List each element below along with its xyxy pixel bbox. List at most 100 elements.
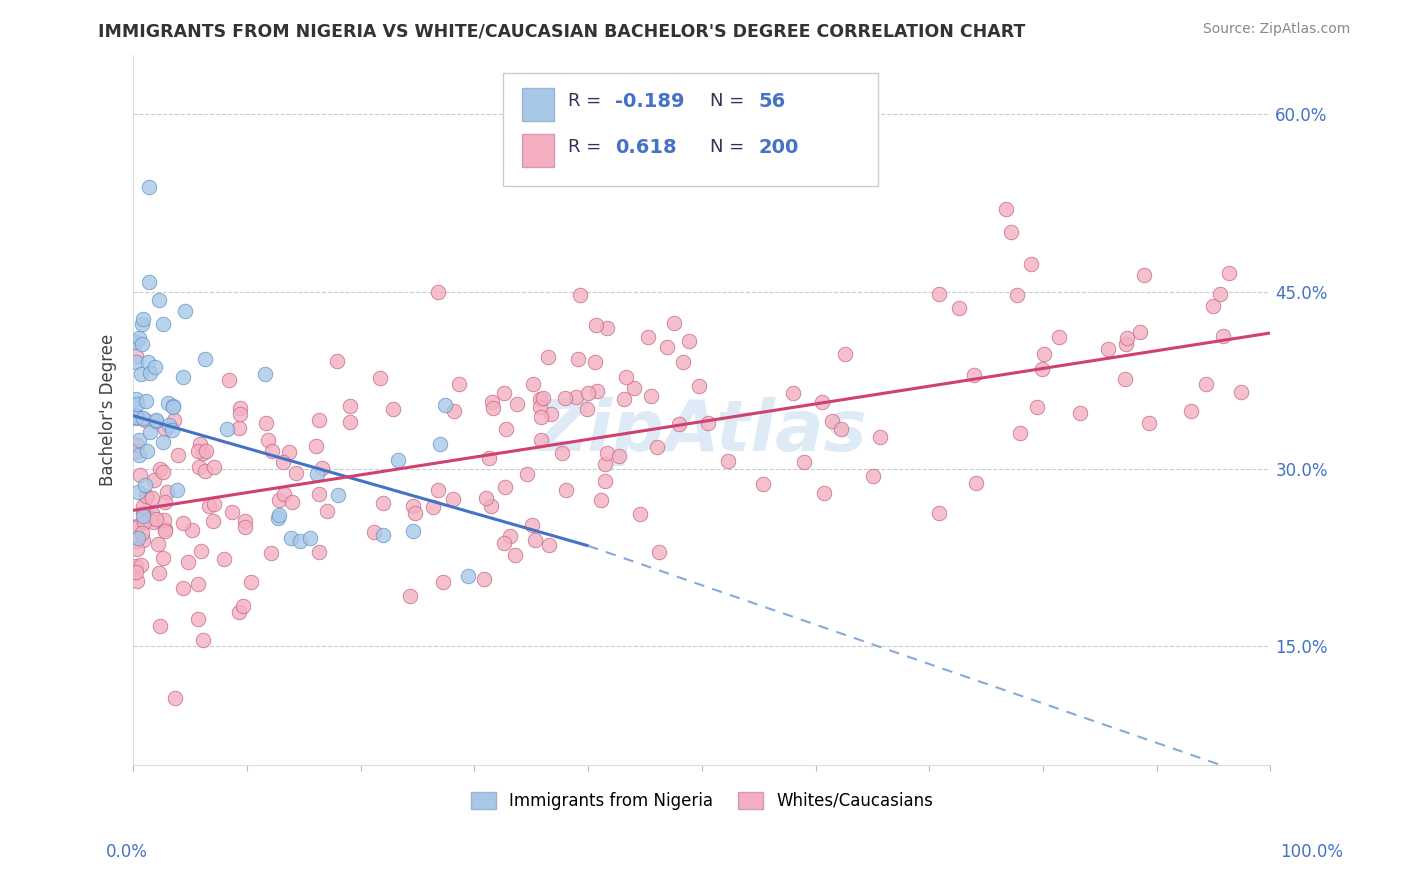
Point bbox=[128, 449, 150, 463]
Point bbox=[426, 483, 449, 497]
Point bbox=[145, 512, 167, 526]
Point bbox=[228, 420, 250, 434]
Point bbox=[138, 275, 160, 289]
Point bbox=[862, 469, 884, 483]
Point bbox=[273, 487, 295, 501]
Point bbox=[593, 458, 616, 472]
Point bbox=[1212, 329, 1234, 343]
Point bbox=[221, 505, 243, 519]
Point bbox=[612, 392, 634, 407]
Text: R =: R = bbox=[568, 92, 606, 111]
Point bbox=[191, 446, 214, 460]
Point bbox=[1195, 377, 1218, 392]
Point bbox=[228, 401, 250, 416]
Point bbox=[202, 459, 225, 474]
Point bbox=[596, 446, 619, 460]
Point bbox=[522, 376, 544, 391]
Point bbox=[363, 525, 385, 540]
Point bbox=[187, 612, 209, 626]
Point bbox=[1031, 362, 1053, 376]
Point bbox=[233, 520, 256, 534]
Point bbox=[782, 386, 804, 401]
Point bbox=[214, 551, 236, 566]
Point bbox=[124, 349, 146, 363]
Point bbox=[308, 486, 330, 500]
Point bbox=[678, 334, 700, 348]
Point bbox=[124, 559, 146, 574]
Point bbox=[948, 301, 970, 316]
Point bbox=[172, 581, 194, 595]
Point bbox=[125, 397, 148, 411]
Point bbox=[253, 368, 276, 382]
Point bbox=[311, 461, 333, 475]
Point bbox=[382, 401, 405, 416]
Point bbox=[568, 288, 591, 302]
Point bbox=[194, 443, 217, 458]
Point bbox=[645, 440, 668, 454]
Text: 0.618: 0.618 bbox=[616, 138, 678, 157]
Point bbox=[132, 508, 155, 523]
Point bbox=[305, 438, 328, 452]
Point bbox=[368, 371, 391, 385]
Point bbox=[576, 401, 599, 416]
Point bbox=[810, 395, 832, 409]
Point bbox=[124, 410, 146, 425]
Point bbox=[589, 492, 612, 507]
Point bbox=[233, 514, 256, 528]
Point bbox=[267, 508, 290, 522]
Point bbox=[326, 488, 349, 502]
Text: 0.0%: 0.0% bbox=[105, 843, 148, 861]
Point bbox=[132, 311, 155, 326]
Point bbox=[1047, 330, 1070, 344]
Text: N =: N = bbox=[710, 92, 749, 111]
Point bbox=[668, 417, 690, 432]
Point bbox=[194, 464, 217, 478]
Point bbox=[1129, 325, 1152, 339]
Point bbox=[155, 495, 177, 509]
Point bbox=[585, 384, 607, 399]
Point bbox=[190, 543, 212, 558]
Point bbox=[132, 506, 155, 520]
Point bbox=[288, 534, 311, 549]
Point bbox=[371, 495, 394, 509]
Point bbox=[426, 285, 449, 299]
Point bbox=[495, 421, 517, 435]
Point bbox=[1069, 406, 1091, 420]
Point bbox=[299, 531, 322, 545]
Point bbox=[135, 393, 157, 408]
Text: R =: R = bbox=[568, 138, 606, 156]
Point bbox=[315, 504, 337, 518]
Point bbox=[637, 329, 659, 343]
Point bbox=[173, 304, 195, 318]
Point bbox=[228, 605, 250, 619]
Point bbox=[482, 401, 505, 415]
Point bbox=[162, 423, 184, 437]
Point bbox=[143, 473, 166, 487]
Point bbox=[135, 489, 157, 503]
Point bbox=[128, 331, 150, 345]
Point bbox=[157, 396, 180, 410]
Point bbox=[1218, 266, 1240, 280]
Point bbox=[834, 347, 856, 361]
Point bbox=[433, 398, 456, 412]
Point bbox=[157, 418, 180, 433]
Point bbox=[583, 355, 606, 369]
Point bbox=[443, 404, 465, 418]
Point bbox=[172, 370, 194, 384]
Point bbox=[163, 413, 186, 427]
Point bbox=[125, 542, 148, 557]
Text: 56: 56 bbox=[759, 92, 786, 111]
Point bbox=[148, 293, 170, 307]
Point bbox=[141, 491, 163, 505]
Point bbox=[1202, 299, 1225, 313]
Point bbox=[555, 483, 578, 497]
Point bbox=[166, 483, 188, 498]
Point bbox=[260, 444, 283, 458]
Point bbox=[134, 413, 156, 427]
Point bbox=[155, 484, 177, 499]
Point bbox=[198, 500, 221, 514]
Point bbox=[567, 352, 589, 367]
Point bbox=[1000, 225, 1022, 239]
Point bbox=[305, 467, 328, 482]
Point bbox=[607, 449, 630, 463]
